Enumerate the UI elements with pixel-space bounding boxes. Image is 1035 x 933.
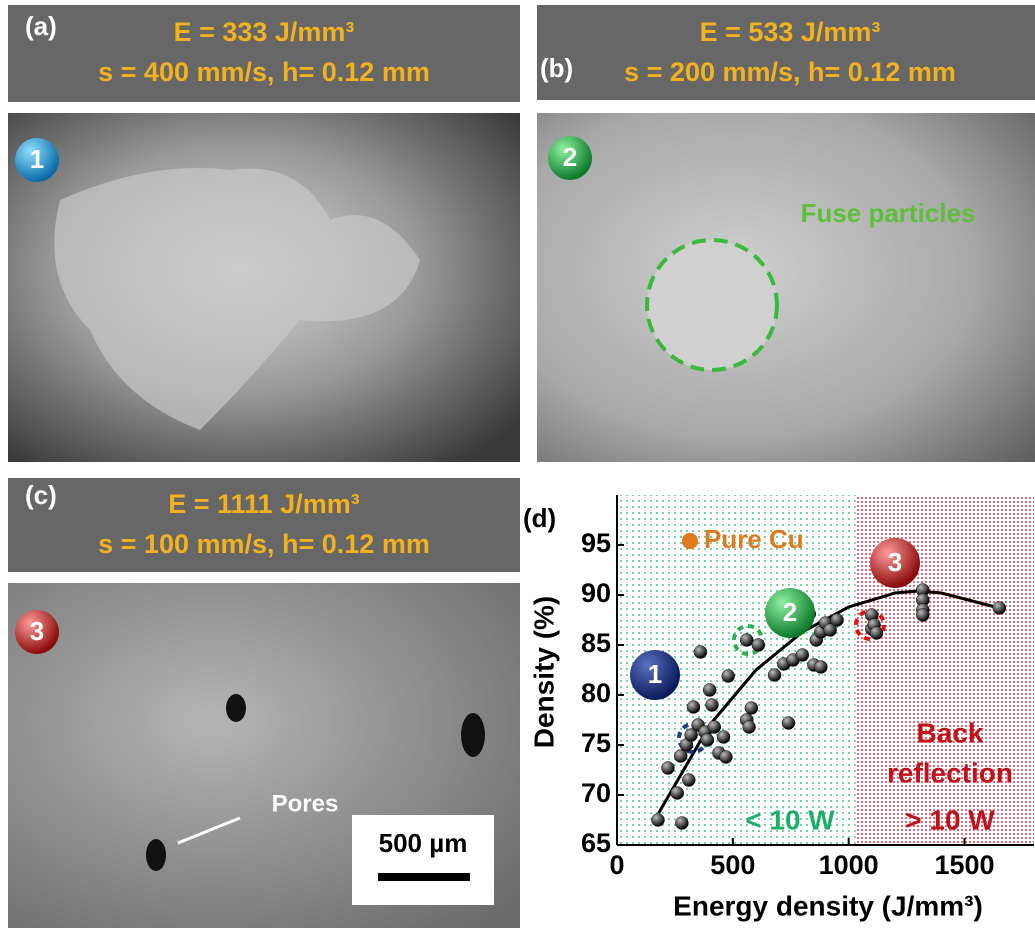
legend-label: Pure Cu [704,524,804,554]
point [992,601,1006,615]
sem-image [537,113,1035,462]
header-line: s = 200 mm/s, h= 0.12 mm [624,57,956,87]
panel-letter: (d) [523,503,556,533]
header-bg [8,5,520,102]
point [814,660,828,674]
header-line: s = 400 mm/s, h= 0.12 mm [98,57,430,87]
point [721,669,735,683]
y-tick-label: 85 [581,628,611,658]
point [767,668,782,682]
point [707,720,722,734]
point [651,813,665,827]
point [742,720,756,734]
point [719,750,733,764]
badge-label: 3 [888,547,902,577]
panel-letter: (b) [540,53,573,83]
y-tick-label: 75 [581,728,611,758]
point [830,613,844,627]
point [682,773,696,787]
x-axis-label: Energy density (J/mm³) [673,890,983,921]
badge [630,650,680,700]
badge-label: 3 [30,616,44,646]
badge [548,136,592,180]
point [916,608,930,622]
badge [15,138,59,182]
point [823,623,837,637]
annotation: Fuse particles [801,198,976,228]
y-tick-label: 80 [581,678,611,708]
scale-box [352,815,494,905]
scale-bar [378,873,470,881]
y-tick-label: 70 [581,778,611,808]
scale-label: 500 µm [379,828,468,858]
badge-label: 1 [648,659,662,689]
pore [146,839,166,871]
point [751,638,766,652]
panel-letter: (a) [25,11,57,41]
x-tick-label: 500 [710,850,755,880]
point [686,700,701,714]
y-tick-label: 95 [581,528,611,558]
y-tick-label: 90 [581,578,611,608]
region-label: < 10 W [745,804,835,835]
x-tick-label: 1500 [934,850,994,880]
point [700,733,715,747]
point [675,816,689,830]
badge-label: 1 [30,144,44,174]
point [744,701,759,715]
region-label: Back [917,717,984,748]
point [781,716,796,730]
header-line: E = 1111 J/mm³ [168,489,359,519]
chart: 65 70 75 80 85 90 95 0 500 1000 1500 Energy density… [523,495,1034,921]
point [673,749,688,763]
x-tick-label: 1000 [819,850,879,880]
point [869,626,884,640]
point [661,761,675,775]
panel-letter: (c) [25,480,57,510]
header-bg [8,478,520,572]
badge [870,538,920,588]
point [684,728,698,742]
badge-label: 2 [563,142,577,172]
fit-line [657,589,1000,814]
pore [461,713,485,757]
y-axis-label: Density (%) [528,596,559,748]
annotation: Pores [272,790,339,817]
highlight-circle [645,238,779,372]
pore [226,694,246,722]
badge [765,588,815,638]
region-label: > 10 W [905,804,995,835]
point [681,532,699,550]
point [716,730,731,744]
header-bg [537,5,1035,100]
point [693,645,708,659]
cluster-highlight [854,609,886,641]
badge-label: 2 [783,597,797,627]
point [670,786,684,800]
point [739,633,754,647]
particle [54,168,421,430]
point [705,698,719,712]
point [702,683,717,697]
header-line: E = 533 J/mm³ [700,17,881,47]
x-tick-label: 0 [609,850,624,880]
point [795,648,810,662]
header-line: s = 100 mm/s, h= 0.12 mm [98,529,430,559]
y-tick-label: 65 [581,828,611,858]
header-line: E = 333 J/mm³ [174,17,355,47]
pointer [177,816,241,845]
region-label: reflection [887,757,1013,788]
badge [15,610,59,654]
